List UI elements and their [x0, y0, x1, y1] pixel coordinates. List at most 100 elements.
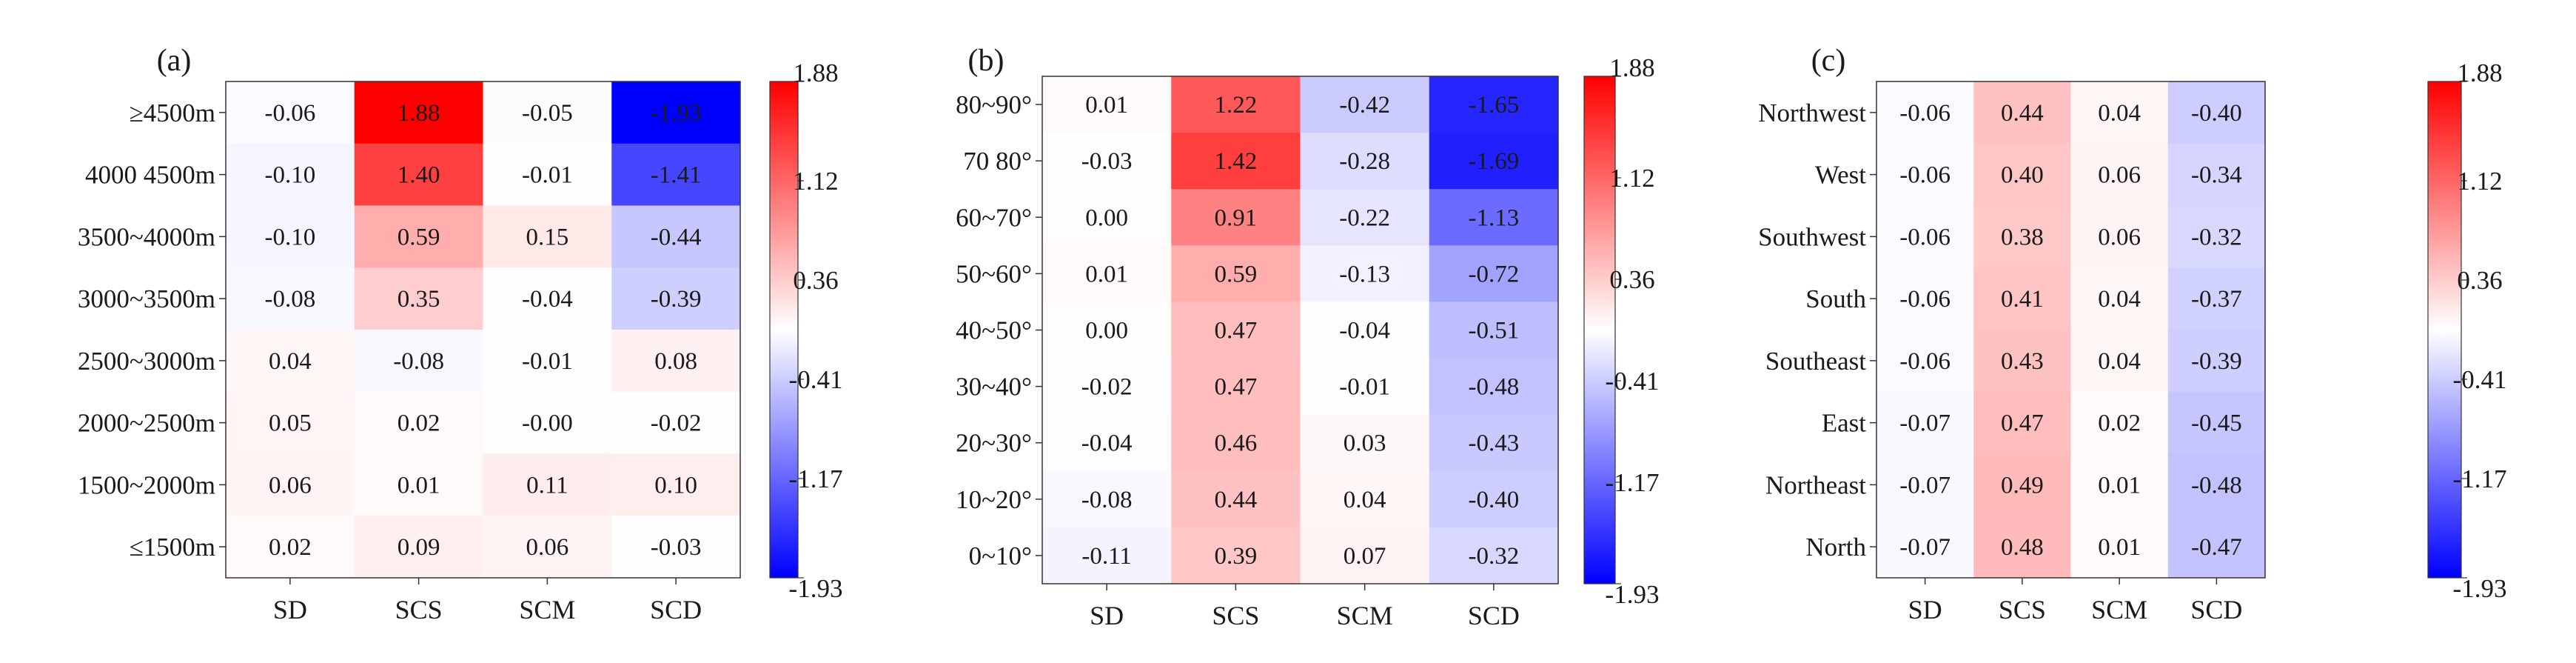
heatmap-cell: [226, 391, 355, 454]
cell-value-label: 0.59: [398, 224, 440, 250]
cell-value-label: -0.06: [1899, 100, 1951, 127]
cell-value-label: 0.91: [1215, 204, 1258, 231]
cell-value-label: -0.40: [2191, 100, 2242, 127]
cell-value-label: -0.08: [393, 348, 444, 375]
cell-value-label: 0.08: [654, 348, 697, 375]
colorbar-tick-label: -1.93: [789, 574, 843, 603]
cell-value-label: -0.00: [522, 410, 573, 437]
cell-value-label: 0.35: [398, 286, 440, 313]
heatmap-cell: [2167, 516, 2266, 579]
cell-value-label: 1.40: [398, 162, 440, 189]
cell-value-label: 0.44: [2001, 100, 2044, 127]
heatmap-cell: [1429, 527, 1559, 584]
heatmap-cell: [354, 453, 483, 516]
panel-label: (b): [968, 44, 1004, 78]
heatmap-cell: [1876, 267, 1974, 330]
cell-value-label: -0.06: [1899, 224, 1951, 250]
y-tick-label: 40~50°: [956, 316, 1032, 345]
heatmap-cell: [611, 267, 741, 330]
heatmap-cell: [483, 205, 612, 268]
heatmap-cell: [1876, 516, 1974, 579]
heatmap-cell: [1171, 76, 1301, 133]
x-tick-label: SCM: [2091, 595, 2147, 624]
cell-value-label: 0.01: [1085, 92, 1128, 119]
cell-value-label: 0.47: [1215, 374, 1258, 401]
y-tick-label: Northeast: [1765, 470, 1866, 499]
heatmap-cell: [2167, 205, 2266, 268]
heatmap-cell: [1300, 414, 1430, 472]
heatmap-cell: [2070, 205, 2169, 268]
heatmap-cell: [1973, 453, 2071, 516]
heatmap-cell: [1876, 81, 1974, 144]
colorbar: [1583, 76, 1616, 584]
y-tick-label: ≤1500m: [130, 533, 215, 562]
cell-value-label: -0.39: [651, 286, 702, 313]
cell-value-label: -0.45: [2191, 410, 2242, 437]
heatmap-cell: [1300, 358, 1430, 416]
cell-value-label: -0.43: [1469, 430, 1520, 457]
cell-value-label: -0.40: [1469, 487, 1520, 513]
heatmap-frame: [1876, 81, 2266, 579]
colorbar-tick-label: -1.93: [2453, 574, 2507, 603]
colorbar-tick-label: 1.12: [793, 167, 838, 196]
cell-value-label: -0.06: [1899, 348, 1951, 375]
heatmap-cell: [2070, 143, 2169, 206]
cell-value-label: 0.07: [1344, 543, 1386, 570]
y-tick-label: Southeast: [1765, 347, 1866, 376]
heatmap-cell: [1973, 516, 2071, 579]
y-tick-label: Southwest: [1758, 222, 1866, 251]
heatmap-cell: [1042, 358, 1172, 416]
cell-value-label: -0.48: [2191, 472, 2242, 499]
y-tick-label: 4000 4500m: [85, 161, 215, 190]
heatmap-cell: [354, 143, 483, 206]
cell-value-label: 0.05: [269, 410, 312, 437]
heatmap-cell: [226, 453, 355, 516]
colorbar-tick-label: 0.36: [793, 266, 838, 295]
heatmap-cell: [1429, 414, 1559, 472]
colorbar-tick-label: 1.12: [2457, 167, 2502, 196]
cell-value-label: 0.41: [2001, 286, 2044, 313]
cell-value-label: 0.10: [654, 472, 697, 499]
cell-value-label: 0.47: [1215, 318, 1258, 344]
cell-value-label: 0.00: [1085, 318, 1128, 344]
y-tick-label: 2000~2500m: [78, 409, 215, 438]
heatmap-cell: [2070, 516, 2169, 579]
heatmap-cell: [2167, 81, 2266, 144]
cell-value-label: -0.10: [265, 224, 316, 250]
y-tick-label: 0~10°: [969, 542, 1032, 570]
y-tick-label: West: [1815, 161, 1866, 190]
cell-value-label: 0.01: [2098, 472, 2141, 499]
heatmap-cell: [611, 205, 741, 268]
x-tick-label: SCD: [650, 595, 702, 624]
heatmap-cell: [1171, 245, 1301, 302]
cell-value-label: 0.09: [398, 534, 440, 561]
y-tick-label: 3000~3500m: [78, 284, 215, 313]
x-tick-label: SCM: [519, 595, 575, 624]
cell-value-label: -0.07: [1899, 472, 1951, 499]
cell-value-label: 1.42: [1215, 148, 1258, 175]
y-tick-label: ≥4500m: [130, 99, 215, 127]
cell-value-label: 0.04: [1344, 487, 1386, 513]
x-tick-label: SD: [1090, 601, 1124, 630]
colorbar-tick-label: -0.41: [1606, 367, 1660, 396]
cell-value-label: 0.40: [2001, 162, 2044, 189]
heatmap-cell: [1876, 143, 1974, 206]
cell-value-label: 0.06: [269, 472, 312, 499]
heatmap-cell: [1042, 527, 1172, 584]
x-tick-label: SD: [1908, 595, 1942, 624]
colorbar-tick-label: -1.17: [2453, 464, 2507, 493]
heatmap-cell: [1300, 245, 1430, 302]
heatmap-cell: [1973, 391, 2071, 454]
heatmap-cell: [483, 453, 612, 516]
heatmap-cell: [483, 267, 612, 330]
cell-value-label: -1.13: [1469, 204, 1520, 231]
y-tick-label: 3500~4000m: [78, 222, 215, 251]
heatmap-cell: [1973, 81, 2071, 144]
heatmap-cell: [1429, 76, 1559, 133]
heatmap-cell: [611, 516, 741, 579]
y-tick-label: East: [1822, 409, 1867, 438]
cell-value-label: 0.49: [2001, 472, 2044, 499]
heatmap-cell: [1042, 301, 1172, 359]
heatmap-cell: [2070, 81, 2169, 144]
cell-value-label: -0.04: [1339, 318, 1390, 344]
